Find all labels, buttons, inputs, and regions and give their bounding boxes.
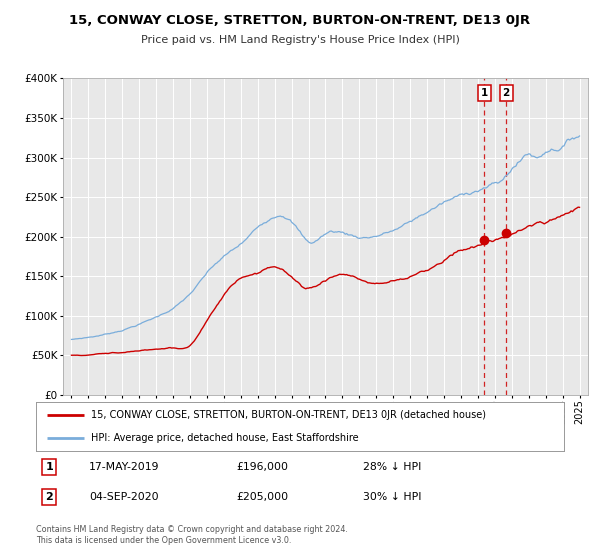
- Text: 28% ↓ HPI: 28% ↓ HPI: [364, 462, 422, 472]
- Text: 17-MAY-2019: 17-MAY-2019: [89, 462, 160, 472]
- Text: 1: 1: [481, 87, 488, 97]
- Text: 2: 2: [503, 87, 510, 97]
- Text: 15, CONWAY CLOSE, STRETTON, BURTON-ON-TRENT, DE13 0JR (detached house): 15, CONWAY CLOSE, STRETTON, BURTON-ON-TR…: [91, 410, 487, 420]
- Text: Price paid vs. HM Land Registry's House Price Index (HPI): Price paid vs. HM Land Registry's House …: [140, 35, 460, 45]
- Text: £205,000: £205,000: [236, 492, 289, 502]
- Text: 15, CONWAY CLOSE, STRETTON, BURTON-ON-TRENT, DE13 0JR: 15, CONWAY CLOSE, STRETTON, BURTON-ON-TR…: [70, 14, 530, 27]
- Text: 1: 1: [46, 462, 53, 472]
- Text: £196,000: £196,000: [236, 462, 289, 472]
- Text: 04-SEP-2020: 04-SEP-2020: [89, 492, 158, 502]
- Text: HPI: Average price, detached house, East Staffordshire: HPI: Average price, detached house, East…: [91, 433, 359, 442]
- Text: 2: 2: [46, 492, 53, 502]
- Text: 30% ↓ HPI: 30% ↓ HPI: [364, 492, 422, 502]
- Text: Contains HM Land Registry data © Crown copyright and database right 2024.
This d: Contains HM Land Registry data © Crown c…: [36, 525, 348, 545]
